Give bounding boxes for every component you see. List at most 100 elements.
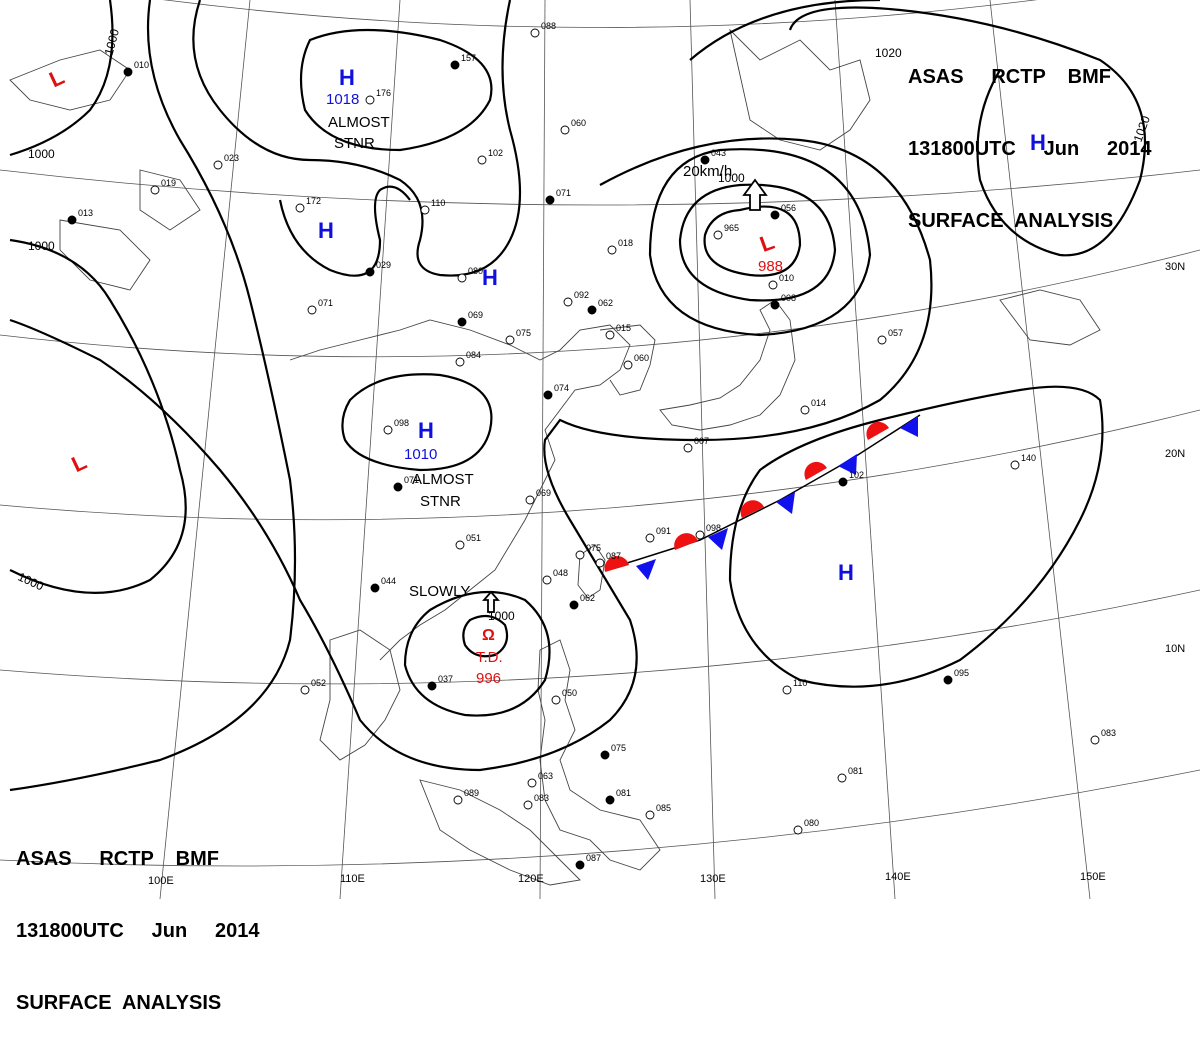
station-pressure-label: 029 <box>376 260 391 270</box>
station-marker <box>370 583 380 593</box>
motion-arrows <box>482 178 768 613</box>
isobars <box>9 0 1147 792</box>
lat-label: 10N <box>1165 643 1185 655</box>
station-pressure-label: 056 <box>781 203 796 213</box>
station-marker <box>605 795 615 805</box>
isobar-1000-big <box>9 137 933 772</box>
station-pressure-label: 140 <box>1021 453 1036 463</box>
low-motion-label: 20km/h <box>683 163 732 180</box>
header-line3: SURFACE ANALYSIS <box>908 210 1114 232</box>
isobar-west-1000 <box>9 238 187 594</box>
isobar-ne-outer <box>689 0 881 61</box>
station-marker <box>455 357 465 367</box>
station-marker <box>505 335 515 345</box>
station-marker <box>213 160 223 170</box>
station-pressure-label: 098 <box>394 418 409 428</box>
stationary-front <box>604 414 921 580</box>
isobar-label: 1000 <box>28 239 55 253</box>
lat-labels: 30N 20N 10N <box>1165 261 1185 655</box>
station-pressure-label: 081 <box>616 788 631 798</box>
high-note-line2: STNR <box>420 493 461 510</box>
station-marker <box>383 425 393 435</box>
station-pressure-label: 007 <box>694 436 709 446</box>
station-pressure-label: 071 <box>404 475 419 485</box>
station-marker <box>563 297 573 307</box>
station-marker <box>695 530 705 540</box>
station-marker <box>307 305 317 315</box>
station-marker <box>525 495 535 505</box>
lon-label: 140E <box>885 871 911 883</box>
isobar-label: 1000 <box>28 147 55 161</box>
station-marker <box>837 773 847 783</box>
isobar-ne-1020 <box>788 6 1147 257</box>
lat-label: 20N <box>1165 448 1185 460</box>
station-marker <box>543 390 553 400</box>
map-header-top: ASAS RCTP BMF 131800UTC Jun 2014 SURFACE… <box>908 17 1151 257</box>
isobar-west-1000b <box>9 0 114 157</box>
station-pressure-label: 081 <box>848 766 863 776</box>
station-pressure-label: 062 <box>598 298 613 308</box>
station-marker <box>782 685 792 695</box>
station-marker <box>123 67 133 77</box>
station-pressure-label: 110 <box>793 678 807 688</box>
station-pressure-label: 037 <box>438 674 453 684</box>
lon-labels: 100E 110E 120E 130E 140E 150E <box>148 871 1106 887</box>
lat-label: 30N <box>1165 261 1185 273</box>
station-marker <box>770 300 780 310</box>
station-marker <box>943 675 953 685</box>
station-marker <box>300 685 310 695</box>
station-pressure-label: 052 <box>311 678 326 688</box>
isobar-low-ne-inner <box>703 205 802 277</box>
lon-label: 110E <box>340 873 365 885</box>
station-pressure-label: 062 <box>580 593 595 603</box>
station-pressure-label: 044 <box>381 576 396 586</box>
station-marker <box>427 681 437 691</box>
header-line2: 131800UTC Jun 2014 <box>908 138 1152 160</box>
station-pressure-label: 060 <box>634 353 649 363</box>
station-marker <box>683 443 693 453</box>
header-line2: 131800UTC Jun 2014 <box>16 920 260 942</box>
station-marker <box>527 778 537 788</box>
station-marker <box>800 405 810 415</box>
high-symbol: H <box>482 265 498 290</box>
station-pressure-label: 092 <box>574 290 589 300</box>
weather-map: 010 088 176 157 060 102 043 023 019 013 172 110 071 0… <box>0 0 1200 899</box>
station-pressure-label: 013 <box>78 208 93 218</box>
lon-label: 130E <box>700 873 726 885</box>
isobar-low-ne-mid <box>678 183 837 302</box>
isobar-central-h2 <box>278 185 411 277</box>
high-symbol: H <box>1030 130 1046 155</box>
cold-front-triangles <box>636 416 918 580</box>
station-marker <box>838 477 848 487</box>
station-marker <box>551 695 561 705</box>
station-marker <box>1010 460 1020 470</box>
high-pressure-value: 1018 <box>326 91 359 108</box>
station-pressure-label: 010 <box>134 60 149 70</box>
station-marker <box>420 205 430 215</box>
td-label: T.D. <box>476 649 503 666</box>
station-pressure-label: 965 <box>724 223 739 233</box>
station-marker <box>645 533 655 543</box>
low-pressure-value: 988 <box>758 258 783 275</box>
lon-label: 150E <box>1080 871 1106 883</box>
station-marker <box>623 360 633 370</box>
station-pressure-label: 050 <box>562 688 577 698</box>
high-symbol: H <box>838 560 854 585</box>
station-pressure-label: 071 <box>318 298 333 308</box>
station-marker <box>595 558 605 568</box>
isobar-label: 1000 <box>488 609 515 623</box>
header-line1: ASAS RCTP BMF <box>908 66 1111 88</box>
high-note-line1: ALMOST <box>328 114 390 131</box>
coastlines <box>9 28 1101 886</box>
high-pressure-value: 1010 <box>404 446 437 463</box>
high-note-line1: ALMOST <box>412 471 474 488</box>
station-pressure-label: 014 <box>811 398 826 408</box>
station-marker <box>607 245 617 255</box>
station-pressure-label: 071 <box>556 188 571 198</box>
station-marker <box>575 860 585 870</box>
isobar-label: 1000 <box>718 171 745 185</box>
station-pressure-label: 043 <box>711 148 726 158</box>
isobar-td-outer <box>403 590 551 717</box>
station-marker <box>453 795 463 805</box>
station-marker <box>793 825 803 835</box>
